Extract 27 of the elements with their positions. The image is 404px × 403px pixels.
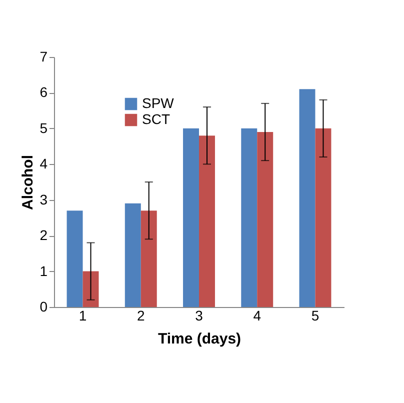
x-tick-label: 2 xyxy=(136,308,145,324)
y-tick-label: 7 xyxy=(40,48,48,64)
y-axis-title: Alcohol xyxy=(20,155,37,210)
bar xyxy=(299,89,316,307)
y-tick-label: 3 xyxy=(40,191,48,208)
x-axis-title: Time (days) xyxy=(158,330,242,348)
bar xyxy=(140,210,157,307)
x-tick-label: 4 xyxy=(253,308,262,324)
bar xyxy=(199,136,215,307)
y-tick-label: 6 xyxy=(40,84,48,100)
bar xyxy=(82,271,99,307)
legend-label: SCT xyxy=(142,111,170,127)
y-tick-label: 5 xyxy=(40,120,48,136)
bar xyxy=(315,128,332,307)
y-tick-label: 1 xyxy=(40,262,48,279)
legend-label: SPW xyxy=(142,95,175,111)
y-tick-label: 4 xyxy=(40,156,48,172)
bar xyxy=(241,128,258,307)
bar xyxy=(66,210,83,307)
bar xyxy=(124,203,141,307)
x-tick-label: 1 xyxy=(78,308,87,324)
y-tick-label: 2 xyxy=(40,227,48,244)
bar xyxy=(257,132,274,307)
y-tick-label: 0 xyxy=(40,298,48,314)
bar xyxy=(183,128,199,307)
x-tick-label: 5 xyxy=(311,308,320,324)
x-tick-label: 3 xyxy=(195,308,204,324)
